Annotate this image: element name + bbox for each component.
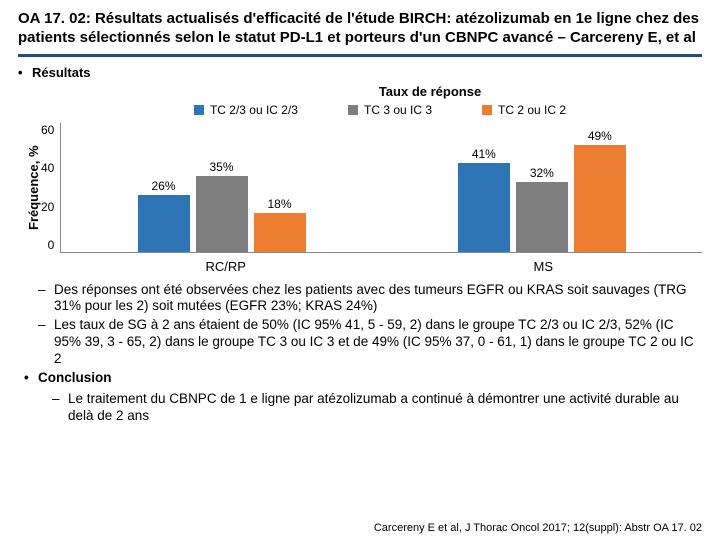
- xtick: RC/RP: [67, 259, 385, 274]
- legend-item: TC 2 ou IC 2: [482, 103, 566, 117]
- note-item: – Des réponses ont été observées chez le…: [24, 282, 702, 316]
- bar-value-label: 26%: [152, 179, 176, 193]
- chart-title: Taux de réponse: [158, 84, 702, 99]
- legend-label: TC 2/3 ou IC 2/3: [210, 103, 298, 117]
- bar: 49%: [574, 145, 626, 251]
- ytick: 0: [48, 238, 55, 252]
- xtick: MS: [385, 259, 703, 274]
- bar-value-label: 49%: [588, 129, 612, 143]
- bullet-dot-icon: •: [24, 370, 38, 387]
- legend-swatch-icon: [348, 105, 358, 115]
- bar: 35%: [196, 176, 248, 252]
- bar-value-label: 18%: [268, 197, 292, 211]
- chart-legend: TC 2/3 ou IC 2/3 TC 3 ou IC 3 TC 2 ou IC…: [58, 103, 702, 117]
- chart-area: Fréquence, % 60 40 20 0 26% 35% 18% 41% …: [22, 123, 702, 253]
- bar-value-label: 41%: [472, 147, 496, 161]
- citation: Carcereny E et al, J Thorac Oncol 2017; …: [374, 522, 702, 534]
- note-item: – Les taux de SG à 2 ans étaient de 50% …: [24, 317, 702, 368]
- results-bullet: • Résultats: [18, 65, 702, 80]
- dash-icon: –: [52, 391, 68, 425]
- dash-icon: –: [38, 317, 54, 368]
- legend-swatch-icon: [482, 105, 492, 115]
- legend-label: TC 3 ou IC 3: [364, 103, 432, 117]
- legend-swatch-icon: [194, 105, 204, 115]
- dash-icon: –: [38, 282, 54, 316]
- conclusion-text: Le traitement du CBNPC de 1 e ligne par …: [68, 391, 702, 425]
- ytick: 20: [41, 200, 54, 214]
- legend-item: TC 2/3 ou IC 2/3: [194, 103, 298, 117]
- bar-value-label: 32%: [530, 166, 554, 180]
- bar-group: 26% 35% 18%: [61, 176, 381, 252]
- conclusion-label: Conclusion: [38, 370, 112, 387]
- bar: 18%: [254, 213, 306, 252]
- bar: 26%: [138, 195, 190, 251]
- bar-value-label: 35%: [210, 160, 234, 174]
- ytick: 60: [41, 123, 54, 137]
- results-label: Résultats: [32, 65, 91, 80]
- y-axis-label: Fréquence, %: [22, 123, 41, 253]
- legend-label: TC 2 ou IC 2: [498, 103, 566, 117]
- page-title: OA 17. 02: Résultats actualisés d'effica…: [18, 10, 702, 57]
- bullet-dot-icon: •: [18, 65, 32, 80]
- bar: 32%: [516, 182, 568, 251]
- conclusion-bullet: • Conclusion: [24, 370, 702, 387]
- conclusion-item: – Le traitement du CBNPC de 1 e ligne pa…: [24, 391, 702, 425]
- plot-area: 26% 35% 18% 41% 32% 49%: [60, 123, 702, 253]
- bar-group: 41% 32% 49%: [382, 145, 702, 251]
- note-text: Les taux de SG à 2 ans étaient de 50% (I…: [54, 317, 702, 368]
- note-text: Des réponses ont été observées chez les …: [54, 282, 702, 316]
- x-axis: RC/RP MS: [67, 259, 702, 274]
- y-axis-ticks: 60 40 20 0: [41, 123, 60, 253]
- ytick: 40: [41, 161, 54, 175]
- legend-item: TC 3 ou IC 3: [348, 103, 432, 117]
- notes-block: – Des réponses ont été observées chez le…: [18, 282, 702, 425]
- bar: 41%: [458, 163, 510, 252]
